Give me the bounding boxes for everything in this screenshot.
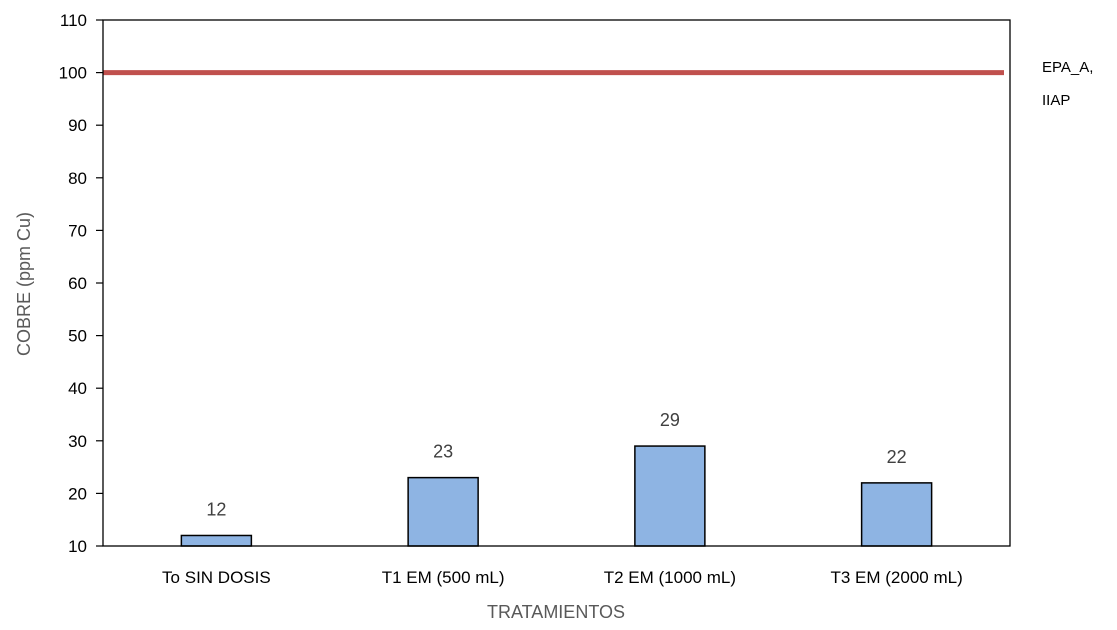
y-tick-label: 30 <box>68 432 87 451</box>
reference-line-label: EPA_A, IIAP <box>1042 59 1093 109</box>
y-tick-label: 20 <box>68 484 87 503</box>
y-axis-title: COBRE (ppm Cu) <box>14 212 34 356</box>
y-tick-label: 60 <box>68 274 87 293</box>
bar <box>407 476 479 547</box>
x-tick-label: T3 EM (2000 mL) <box>830 568 962 587</box>
y-tick-label: 50 <box>68 327 87 346</box>
bar <box>180 534 253 547</box>
y-tick-label: 110 <box>60 11 87 30</box>
bars-layer <box>180 445 933 547</box>
x-axis-title: TRATAMIENTOS <box>487 602 625 622</box>
x-tick-label: To SIN DOSIS <box>162 568 271 587</box>
y-tick-label: 90 <box>68 116 87 135</box>
reference-label-line-2: IIAP <box>1042 92 1070 109</box>
data-label: 23 <box>433 442 453 462</box>
x-axis: To SIN DOSIS T1 EM (500 mL) T2 EM (1000 mL… <box>162 568 963 587</box>
y-axis: 10 20 30 40 50 60 70 80 90 100 110 <box>59 11 103 556</box>
y-tick-label: 70 <box>68 221 87 240</box>
reference-label-line-1: EPA_A, <box>1042 59 1093 76</box>
data-label: 29 <box>660 410 680 430</box>
bar <box>860 482 933 547</box>
x-tick-label: T2 EM (1000 mL) <box>604 568 736 587</box>
y-tick-label: 10 <box>68 537 87 556</box>
bar <box>634 445 706 547</box>
data-labels: 12 23 29 22 <box>206 410 906 519</box>
y-tick-label: 80 <box>68 169 87 188</box>
y-tick-label: 40 <box>68 379 87 398</box>
data-label: 22 <box>887 447 907 467</box>
data-label: 12 <box>206 499 226 519</box>
y-tick-label: 100 <box>59 64 87 83</box>
plot-area-frame <box>102 19 1011 547</box>
x-tick-label: T1 EM (500 mL) <box>382 568 505 587</box>
